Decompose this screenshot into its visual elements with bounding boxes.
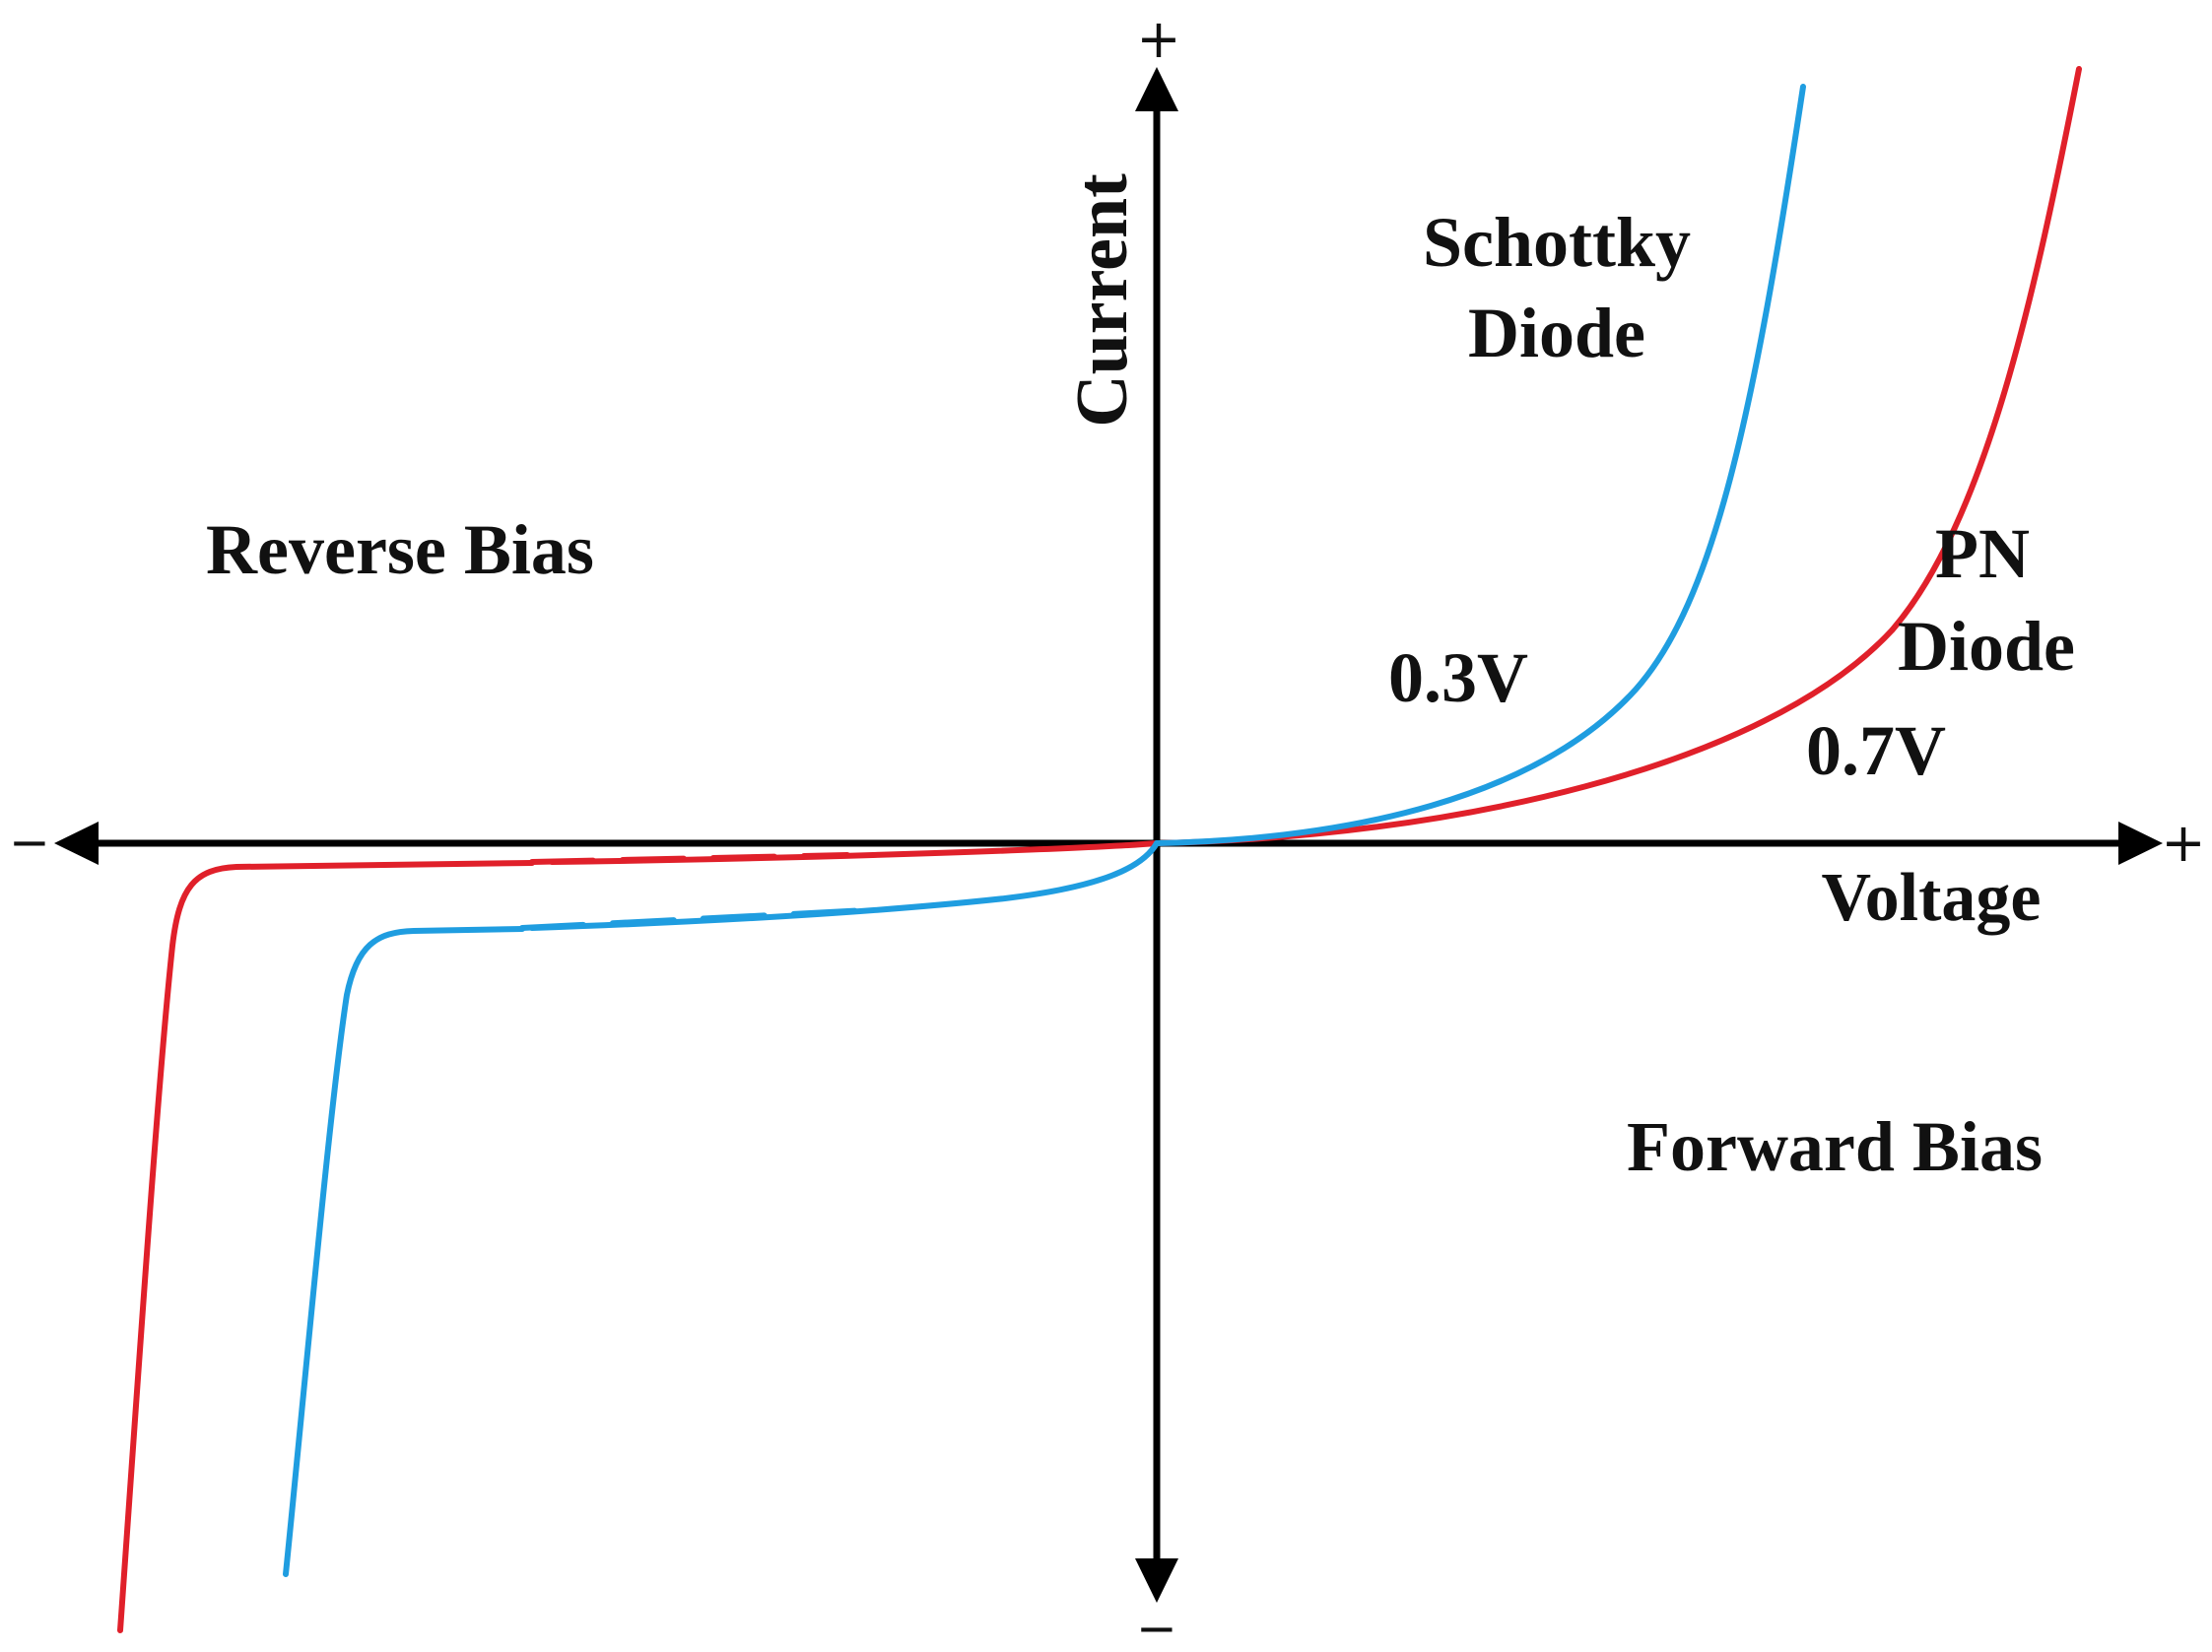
pn-reverse-leakage-dashed [529,852,850,865]
pn-label-line2: Diode [1898,607,2075,686]
schottky-diode-curve [283,84,1806,1577]
pn-label-line1: PN [1935,514,2030,593]
schottky-label-line1: Schottky [1423,203,1691,282]
x-axis-negative-arrowhead [54,822,99,865]
y-axis-positive-arrowhead [1135,67,1178,111]
forward-bias-label: Forward Bias [1627,1107,2043,1186]
schottky-threshold-label: 0.3V [1388,638,1528,717]
schottky-reverse-breakdown [283,926,525,1577]
y-axis-plus-sign: + [1136,8,1180,70]
pn-reverse-breakdown [117,860,535,1633]
schottky-label-line2: Diode [1468,294,1645,372]
y-axis-negative-arrowhead [1135,1558,1178,1603]
reverse-bias-label: Reverse Bias [206,510,594,589]
y-axis-minus-sign: − [1136,1600,1177,1652]
pn-threshold-label: 0.7V [1806,711,1946,790]
x-axis-plus-sign: + [2161,812,2205,874]
x-axis-minus-sign: − [9,814,50,871]
x-axis-positive-arrowhead [2118,822,2163,865]
schottky-reverse-leakage-dashed [519,907,870,931]
schottky-reverse-leakage [529,840,1160,931]
pn-diode-curve [117,66,2082,1633]
y-axis-label: Current [1062,173,1143,428]
x-axis-label: Voltage [1822,860,2042,936]
axes [54,67,2163,1603]
pn-forward-curve [1154,66,2082,846]
schottky-forward-curve [1154,84,1806,846]
